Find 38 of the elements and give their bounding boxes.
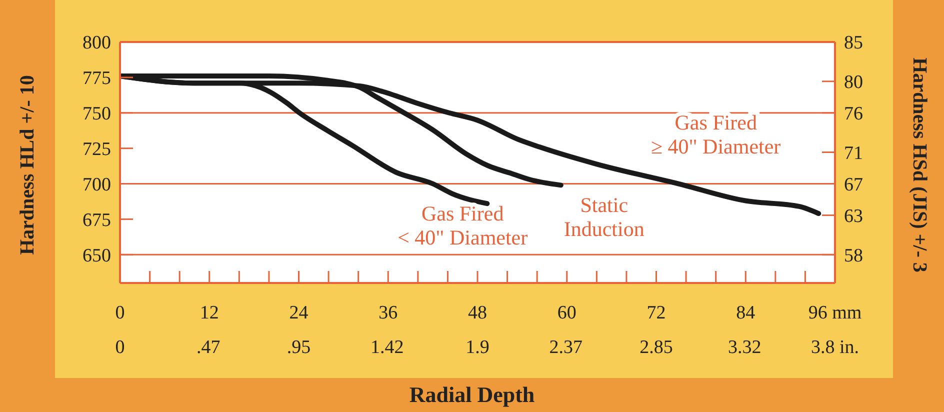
y-tick-label: 650	[82, 245, 111, 266]
x2-tick-label: 0	[115, 337, 125, 359]
x-tick-label: 60	[557, 302, 576, 324]
x-tick-label: 48	[468, 302, 487, 324]
series-label: Gas Fired ≥ 40" Diameter	[650, 110, 781, 159]
y2-tick-label: 71	[844, 143, 863, 164]
series-label: Static Induction	[564, 192, 645, 241]
x-axis-title: Radial Depth	[409, 382, 535, 408]
y2-tick-label: 76	[844, 104, 863, 125]
y2-tick-label: 67	[844, 174, 863, 196]
x-tick-label: 36	[378, 302, 398, 324]
y2-tick-label: 80	[844, 72, 863, 94]
x2-tick-label: 3.8 in.	[810, 337, 860, 359]
x2-tick-label: 2.85	[640, 337, 673, 359]
x-tick-label: 0	[115, 302, 125, 324]
x2-tick-label: 3.32	[728, 337, 762, 359]
x2-tick-label: 2.37	[549, 337, 583, 359]
y-tick-label: 800	[82, 32, 111, 54]
series-label: Gas Fired < 40" Diameter	[398, 201, 528, 250]
y2-tick-label: 85	[844, 32, 863, 54]
x-tick-label: 12	[200, 302, 219, 324]
x-tick-label: 84	[736, 302, 756, 324]
x2-tick-label: 1.42	[370, 337, 404, 359]
x-tick-label: 96 mm	[808, 302, 862, 324]
y2-tick-label: 63	[844, 206, 863, 228]
y-tick-label: 775	[82, 68, 111, 90]
y2-tick-label: 58	[844, 245, 863, 266]
x2-tick-label: .95	[286, 337, 311, 359]
y2-axis-title: Hardness HSd (JIS) +/- 3	[908, 58, 930, 272]
y-axis-title: Hardness HLd +/- 10	[16, 75, 40, 255]
x2-tick-label: 1.9	[466, 337, 490, 359]
y-tick-label: 725	[82, 139, 111, 160]
x-tick-label: 24	[289, 302, 309, 324]
y-tick-label: 700	[82, 174, 111, 196]
y-tick-label: 750	[82, 104, 111, 125]
x-tick-label: 72	[646, 302, 666, 324]
y-tick-label: 675	[82, 210, 111, 231]
x2-tick-label: .47	[196, 337, 220, 359]
